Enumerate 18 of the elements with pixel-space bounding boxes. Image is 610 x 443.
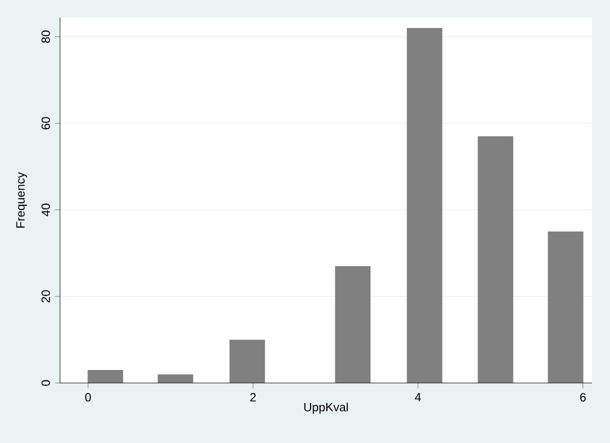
bar (406, 28, 442, 383)
y-axis-title: Frequency (16, 172, 28, 228)
y-tick-label: 0 (42, 380, 50, 386)
bar (335, 266, 371, 383)
y-tick-label: 60 (42, 117, 50, 130)
bar (478, 136, 514, 383)
bar (88, 370, 124, 383)
x-tick-label: 4 (414, 393, 421, 402)
bar (230, 340, 265, 383)
y-tick-label: 40 (42, 204, 50, 216)
x-tick-label: 2 (250, 393, 256, 402)
y-tick-label: 80 (42, 30, 50, 43)
y-tick-label: 20 (42, 290, 50, 302)
bar (548, 231, 584, 383)
x-tick-label: 0 (85, 393, 91, 402)
x-axis-title: UppKval (304, 402, 348, 414)
x-tick-label: 6 (580, 393, 586, 402)
bar (158, 374, 194, 383)
